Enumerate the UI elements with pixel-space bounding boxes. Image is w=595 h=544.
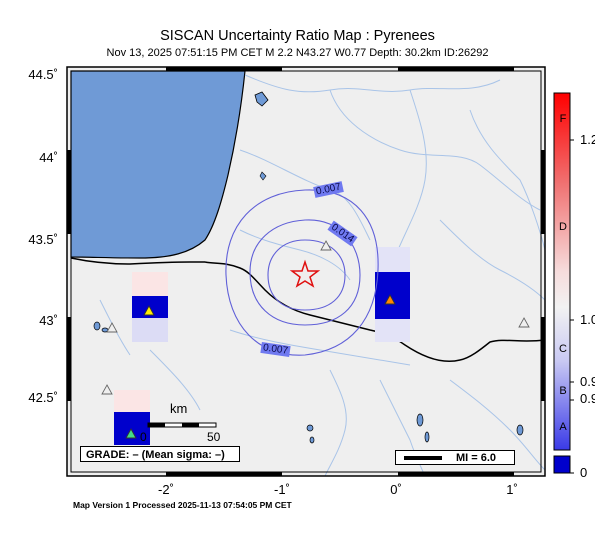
colorbar-value: 1.0 <box>580 312 595 327</box>
mi-label: MI = 6.0 <box>456 452 497 464</box>
scale-end: 50 <box>207 430 221 444</box>
sea-area <box>70 70 246 259</box>
epicenter-star-icon <box>289 259 321 288</box>
y-tick-label: 44.5˚ <box>28 67 58 82</box>
x-tick-label: 1˚ <box>506 482 518 497</box>
station-yellow-icon <box>143 305 155 316</box>
lakes <box>93 321 524 444</box>
grade-letter: C <box>559 343 567 355</box>
processing-footer: Map Version 1 Processed 2025-11-13 07:54… <box>73 500 292 510</box>
y-tick-label: 44˚ <box>39 150 58 165</box>
x-tick-label: 0˚ <box>390 482 402 497</box>
grade-letter: B <box>559 385 567 397</box>
scale-bar <box>147 422 217 428</box>
grade-letter: F <box>559 113 567 125</box>
y-tick-label: 43.5˚ <box>28 232 58 247</box>
colorbar-value: 0.9 <box>580 391 595 406</box>
scale-start: 0 <box>140 430 147 444</box>
colorbar-value: 0.9 <box>580 374 595 389</box>
color-bar <box>553 92 574 474</box>
y-tick-label: 42.5˚ <box>28 390 58 405</box>
country-border <box>204 261 546 362</box>
map-title: SISCAN Uncertainty Ratio Map : Pyrenees <box>160 28 435 44</box>
event-info: Nov 13, 2025 07:51:15 PM CET M 2.2 N43.2… <box>106 47 489 59</box>
colorbar-value: 1.2 <box>580 132 595 147</box>
colorbar-value: 0 <box>580 465 588 480</box>
map-frame <box>66 66 546 477</box>
grade-legend: GRADE: – (Mean sigma: –) <box>80 446 240 462</box>
uncertainty-contours <box>225 189 379 356</box>
station-green-icon <box>125 428 137 439</box>
stations <box>101 240 530 439</box>
grade-letter: A <box>559 421 567 433</box>
x-tick-label: -1˚ <box>274 482 290 497</box>
grade-letter: D <box>559 221 567 233</box>
mi-legend: MI = 6.0 <box>395 450 515 465</box>
station-orange-icon <box>384 294 396 305</box>
y-tick-label: 43˚ <box>39 313 58 328</box>
mi-bar-icon <box>404 456 442 460</box>
scale-unit: km <box>170 401 188 416</box>
x-tick-label: -2˚ <box>158 482 174 497</box>
